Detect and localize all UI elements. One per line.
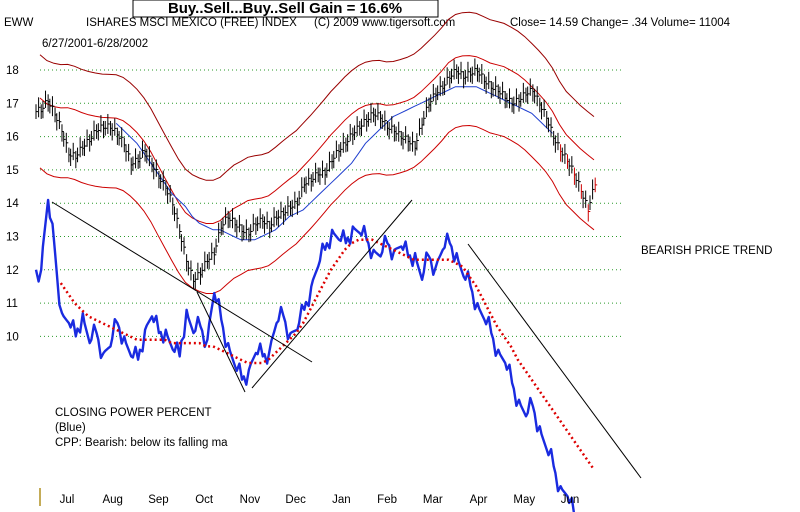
trend-label: BEARISH PRICE TREND: [641, 245, 772, 257]
copyright-label: (C) 2009 www.tigersoft.com: [314, 17, 455, 29]
banner-text: Buy..Sell...Buy..Sell Gain = 16.6%: [168, 0, 402, 17]
y-tick-label: 18: [6, 65, 19, 77]
banner-box: [132, 0, 439, 18]
y-tick-label: 10: [6, 331, 19, 343]
y-tick-label: 14: [6, 198, 19, 210]
x-tick-label: Dec: [285, 494, 306, 506]
x-tick-label: Jan: [332, 494, 351, 506]
x-tick-label: Feb: [377, 494, 397, 506]
cpp-title: CLOSING POWER PERCENT: [55, 407, 212, 419]
y-tick-label: 12: [6, 265, 19, 277]
moving-average-line: [115, 86, 553, 241]
date-range: 6/27/2001-6/28/2002: [42, 38, 148, 50]
outer-upper-band: [39, 11, 595, 181]
x-tick-label: Mar: [423, 494, 443, 506]
x-tick-label: May: [513, 494, 535, 506]
inner-lower-band: [39, 124, 595, 294]
trendline-cpp-falling: [51, 201, 313, 363]
cpp-bearish-note: CPP: Bearish: below its falling ma: [55, 437, 228, 449]
cpp-color-note: (Blue): [55, 422, 86, 434]
x-tick-label: Aug: [102, 494, 122, 506]
closing-power-ma: [59, 238, 596, 471]
x-tick-label: Nov: [240, 494, 261, 506]
y-tick-label: 17: [6, 98, 19, 110]
x-tick-label: Apr: [470, 494, 488, 506]
trendline-cpp-short: [196, 291, 246, 393]
chart-title: ISHARES MSCI MEXICO (FREE) INDEX: [86, 17, 297, 29]
y-axis-ticks: 10 11 12 13 14 15 16 17 18: [6, 65, 19, 343]
x-tick-label: Jul: [60, 494, 75, 506]
x-tick-label: Jun: [561, 494, 580, 506]
trendline-price-bearish: [467, 243, 642, 479]
ticker-label: EWW: [4, 17, 34, 29]
x-tick-label: Sep: [148, 494, 168, 506]
y-tick-label: 16: [6, 132, 19, 144]
closing-power-line: [34, 198, 576, 512]
quote-summary: Close= 14.59 Change= .34 Volume= 11004: [510, 17, 731, 29]
y-tick-label: 15: [6, 165, 19, 177]
y-tick-label: 13: [6, 232, 19, 244]
x-tick-label: Oct: [195, 494, 214, 506]
inner-upper-band: [39, 55, 595, 224]
y-tick-label: 11: [6, 298, 18, 310]
x-axis-ticks: Jul Aug Sep Oct Nov Dec Jan Feb Mar Apr May Jun: [60, 494, 580, 506]
horizontal-gridlines: [40, 69, 622, 337]
trendline-cpp-rising: [251, 199, 413, 389]
price-bars: [35, 58, 598, 290]
